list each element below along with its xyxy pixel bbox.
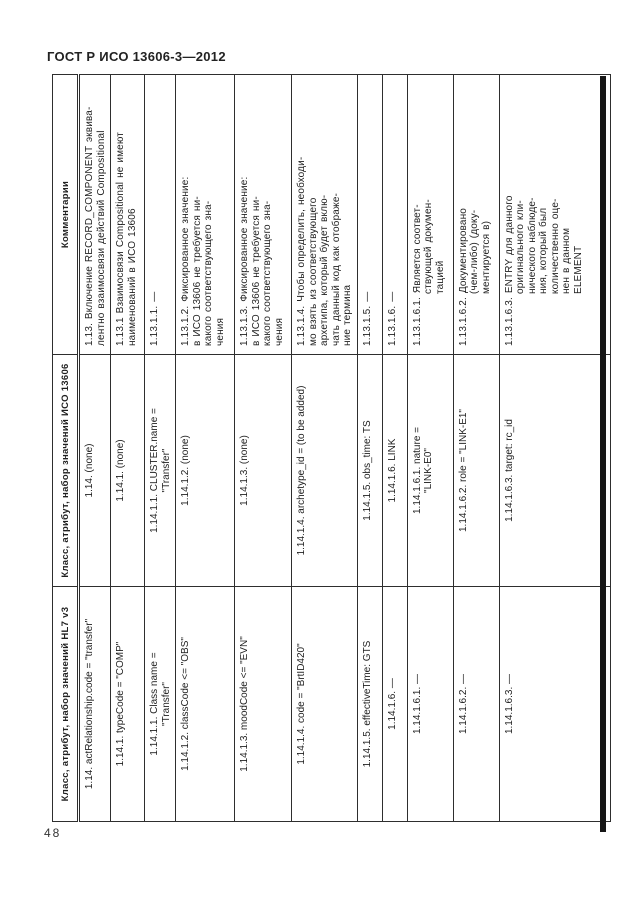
cell-comment: 1.13.1.6. —: [382, 74, 407, 355]
table-row: 1.14.1.6.3. — 1.14.1.6.3. target: rc_id …: [499, 74, 610, 822]
cell-hl7: 1.14.1. typeCode = "COMP": [110, 586, 145, 822]
cell-comment: 1.13.1.6.2. Документировано (чем-либо) (…: [453, 74, 499, 355]
cell-iso: 1.14.1.1. CLUSTER.name = "Transfer": [144, 354, 176, 587]
cell-hl7: 1.14. actRelationship.code = "transfer": [78, 586, 111, 822]
cell-iso: 1.14.1.6.3. target: rc_id: [499, 354, 610, 587]
column-header-iso: Класс, атрибут, набор значений ИСО 13606: [52, 354, 79, 587]
table-head: Класс, атрибут, набор значений HL7 v3 Кл…: [52, 74, 79, 822]
cell-iso: 1.14.1.6.1. nature = "LINK-E0": [407, 354, 453, 587]
table-header-row: Класс, атрибут, набор значений HL7 v3 Кл…: [52, 74, 79, 822]
cell-comment: 1.13.1.6.1. Является соответ- ствующей д…: [407, 74, 453, 355]
table-row: 1.14.1.5. effectiveTime: GTS 1.14.1.5. o…: [357, 74, 382, 822]
cell-comment: 1.13. Включение RECORD_COMPONENT эквива-…: [78, 74, 111, 355]
cell-hl7: 1.14.1.1. Class name = "Transfer": [144, 586, 176, 822]
cell-iso: 1.14.1.4. archetype_id = (to be added): [291, 354, 357, 587]
cell-iso: 1.14.1.6.2. role = "LINK-E1": [453, 354, 499, 587]
table-row: 1.14.1.6. — 1.14.1.6. LINK 1.13.1.6. —: [382, 74, 407, 822]
table-row: 1.14.1.4. code = "BrtID420" 1.14.1.4. ar…: [291, 74, 357, 822]
cell-iso: 1.14.1.5. obs_time: TS: [357, 354, 382, 587]
cell-comment: 1.13.1.6.3. ENTRY для данного оригинальн…: [499, 74, 610, 355]
cell-hl7: 1.14.1.3. moodCode <= "EVN": [234, 586, 292, 822]
table-row: 1.14.1. typeCode = "COMP" 1.14.1. (none)…: [110, 74, 145, 822]
cell-comment: 1.13.1.4. Чтобы определить, необходи- мо…: [291, 74, 357, 355]
table-row: 1.14.1.2. classCode <= "OBS" 1.14.1.2. (…: [175, 74, 235, 822]
cell-comment: 1.13.1 Взаимосвязи Compositional не имею…: [110, 74, 145, 355]
column-header-hl7: Класс, атрибут, набор значений HL7 v3: [52, 586, 79, 822]
cell-iso: 1.14.1.6. LINK: [382, 354, 407, 587]
cell-hl7: 1.14.1.6.1. —: [407, 586, 453, 822]
page-number: 48: [44, 826, 62, 840]
cell-hl7: 1.14.1.4. code = "BrtID420": [291, 586, 357, 822]
cell-iso: 1.14.1.3. (none): [234, 354, 292, 587]
table-row: 1.14.1.6.2. — 1.14.1.6.2. role = "LINK-E…: [453, 74, 499, 822]
document-title: ГОСТ Р ИСО 13606-3—2012: [47, 49, 226, 64]
column-header-comments: Комментарии: [52, 74, 79, 355]
table-row: 1.14.1.1. Class name = "Transfer" 1.14.1…: [144, 74, 176, 822]
cell-iso: 1.14. (none): [78, 354, 111, 587]
table-row: 1.14.1.3. moodCode <= "EVN" 1.14.1.3. (n…: [234, 74, 292, 822]
table-edge-rule: [600, 76, 606, 832]
cell-hl7: 1.14.1.5. effectiveTime: GTS: [357, 586, 382, 822]
cell-comment: 1.13.1.1. —: [144, 74, 176, 355]
cell-hl7: 1.14.1.6.3. —: [499, 586, 610, 822]
cell-iso: 1.14.1. (none): [110, 354, 145, 587]
table-row: 1.14. actRelationship.code = "transfer" …: [78, 74, 111, 822]
cell-hl7: 1.14.1.6.2. —: [453, 586, 499, 822]
cell-hl7: 1.14.1.2. classCode <= "OBS": [175, 586, 235, 822]
mapping-table: Класс, атрибут, набор значений HL7 v3 Кл…: [52, 74, 611, 822]
cell-comment: 1.13.1.5. —: [357, 74, 382, 355]
table-row: 1.14.1.6.1. — 1.14.1.6.1. nature = "LINK…: [407, 74, 453, 822]
cell-comment: 1.13.1.2. Фиксированное значение: в ИСО …: [175, 74, 235, 355]
table-body: 1.14. actRelationship.code = "transfer" …: [78, 74, 610, 822]
rotated-table-container: Класс, атрибут, набор значений HL7 v3 Кл…: [52, 74, 611, 822]
cell-iso: 1.14.1.2. (none): [175, 354, 235, 587]
cell-comment: 1.13.1.3. Фиксированное значение: в ИСО …: [234, 74, 292, 355]
cell-hl7: 1.14.1.6. —: [382, 586, 407, 822]
